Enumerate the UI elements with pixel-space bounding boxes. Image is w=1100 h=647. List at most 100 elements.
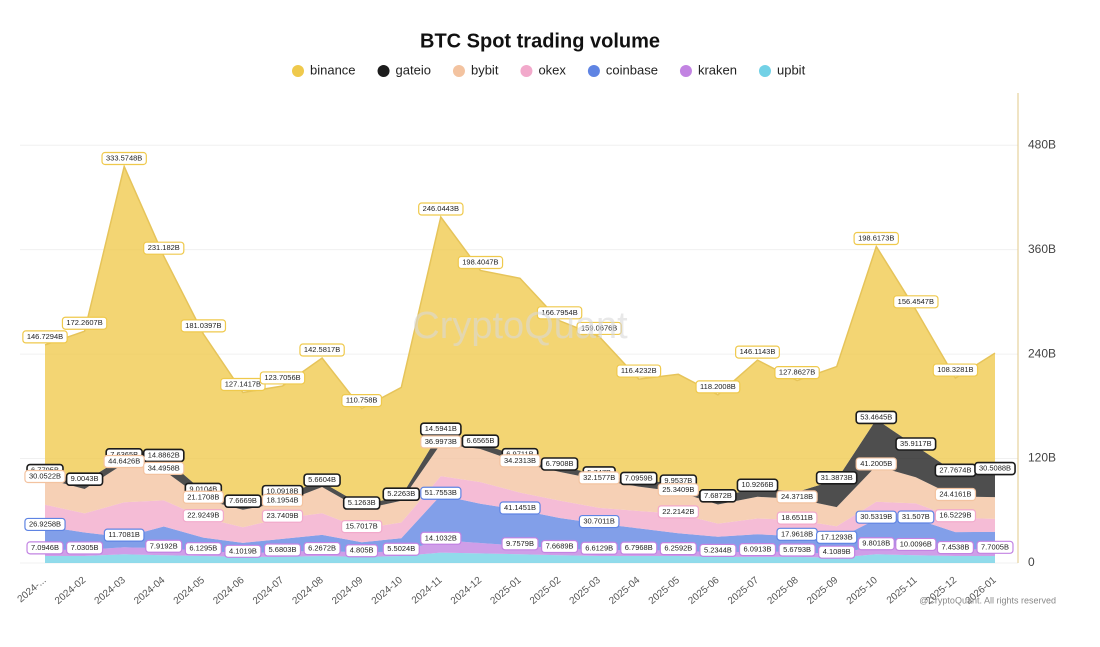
value-label: 7.6689B: [541, 539, 579, 554]
value-label-box: [103, 454, 145, 469]
value-label-text: 9.0043B: [71, 474, 99, 483]
value-label: 25.3409B: [657, 483, 699, 497]
y-tick-label: 360B: [1028, 242, 1056, 256]
value-label-box: [540, 457, 579, 471]
value-label: 26.9258B: [24, 517, 66, 532]
value-label-text: 25.3409B: [662, 485, 694, 494]
value-label-text: 6.2592B: [664, 544, 692, 553]
value-label-box: [736, 478, 779, 493]
value-label-text: 6.7968B: [625, 543, 653, 552]
value-label-box: [499, 501, 541, 515]
value-label: 7.0305B: [66, 541, 104, 555]
value-label: 22.2142B: [657, 505, 699, 519]
legend-swatch: [587, 65, 600, 77]
value-label-box: [299, 343, 345, 357]
value-label-text: 23.7409B: [266, 511, 298, 520]
value-label: 14.8862B: [142, 448, 185, 463]
value-label-text: 17.1293B: [821, 532, 853, 541]
value-label-text: 30.7011B: [583, 517, 615, 526]
value-label-text: 5.6803B: [269, 545, 297, 554]
value-label-text: 35.9117B: [900, 439, 932, 448]
value-label: 159.0676B: [576, 321, 622, 336]
value-label: 24.4161B: [934, 487, 977, 502]
value-label: 30.7011B: [578, 514, 620, 529]
value-label-box: [261, 493, 304, 508]
value-label-box: [815, 470, 858, 485]
value-label-box: [619, 471, 658, 486]
value-label-box: [461, 434, 500, 448]
value-label-box: [541, 539, 579, 554]
value-label: 31.3873B: [815, 470, 858, 485]
legend-swatch: [679, 65, 692, 77]
value-label: 35.9117B: [895, 437, 937, 451]
value-label-text: 7.6872B: [704, 491, 732, 500]
value-label-text: 172.2607B: [66, 318, 102, 327]
value-label-box: [774, 366, 820, 380]
legend-label: upbit: [777, 62, 806, 77]
value-label: 7.7005B: [976, 540, 1014, 554]
value-label: 41.2005B: [855, 457, 897, 471]
value-label: 34.2313B: [499, 454, 541, 468]
value-label-text: 24.3718B: [781, 492, 813, 501]
value-label: 156.4547B: [893, 295, 939, 309]
value-label-box: [26, 541, 64, 555]
value-label: 110.758B: [341, 394, 383, 408]
value-label: 6.7908B: [540, 457, 579, 471]
value-label: 53.4645B: [855, 410, 898, 425]
value-label-text: 146.1143B: [740, 347, 776, 356]
value-label: 108.3281B: [932, 363, 979, 377]
value-label-box: [103, 528, 145, 542]
value-label-box: [259, 371, 306, 385]
value-label-box: [457, 255, 504, 270]
value-label-box: [897, 510, 935, 524]
value-label-box: [263, 543, 302, 557]
value-label: 5.2263B: [382, 487, 421, 502]
value-label-text: 127.1417B: [225, 379, 261, 388]
value-label: 198.6173B: [853, 231, 899, 246]
legend-swatch: [292, 65, 304, 77]
value-label: 127.8627B: [774, 366, 820, 380]
value-label-text: 5.2344B: [704, 545, 732, 554]
value-label-box: [499, 454, 541, 468]
value-label: 11.7081B: [103, 528, 145, 542]
legend-label: bybit: [471, 62, 499, 77]
value-label-text: 7.0946B: [31, 543, 59, 552]
value-label-box: [853, 231, 899, 246]
value-label-box: [224, 544, 262, 558]
value-label-box: [303, 541, 341, 556]
value-label-box: [778, 543, 816, 557]
value-label-box: [303, 473, 341, 487]
value-label: 4.1089B: [818, 545, 856, 559]
copyright: @CryptoQuant. All rights reserved: [919, 595, 1056, 605]
value-label-text: 10.0918B: [266, 487, 298, 496]
value-label-text: 22.9249B: [187, 511, 219, 520]
value-label: 51.7553B: [420, 486, 462, 500]
value-label: 6.6565B: [461, 434, 500, 448]
value-label-box: [342, 496, 381, 510]
y-tick-label: 120B: [1028, 451, 1056, 465]
value-label: 18.6511B: [776, 511, 818, 525]
value-label-box: [184, 542, 222, 556]
value-label-text: 123.7056B: [264, 373, 300, 382]
value-label-box: [536, 306, 583, 320]
value-label-text: 166.7954B: [541, 308, 577, 317]
legend-swatch: [758, 65, 771, 77]
value-label-text: 6.1295B: [189, 544, 217, 553]
value-label-text: 26.9258B: [29, 519, 61, 528]
value-label-box: [345, 544, 379, 558]
value-label-box: [420, 486, 462, 500]
y-tick-label: 0: [1028, 555, 1035, 569]
value-label-text: 22.2142B: [662, 507, 694, 516]
value-label-text: 5.6793B: [783, 545, 811, 554]
value-label: 198.4047B: [457, 255, 504, 270]
chart-title: BTC Spot trading volume: [420, 30, 660, 52]
legend-label: coinbase: [606, 62, 658, 77]
value-label: 6.0913B: [738, 543, 777, 557]
value-label-text: 5.6604B: [308, 475, 336, 484]
value-label-text: 11.7081B: [108, 530, 140, 539]
value-label: 24.3718B: [776, 490, 818, 504]
value-label-box: [143, 461, 185, 475]
value-label-text: 231.182B: [148, 243, 180, 252]
value-label: 116.4232B: [616, 364, 662, 378]
